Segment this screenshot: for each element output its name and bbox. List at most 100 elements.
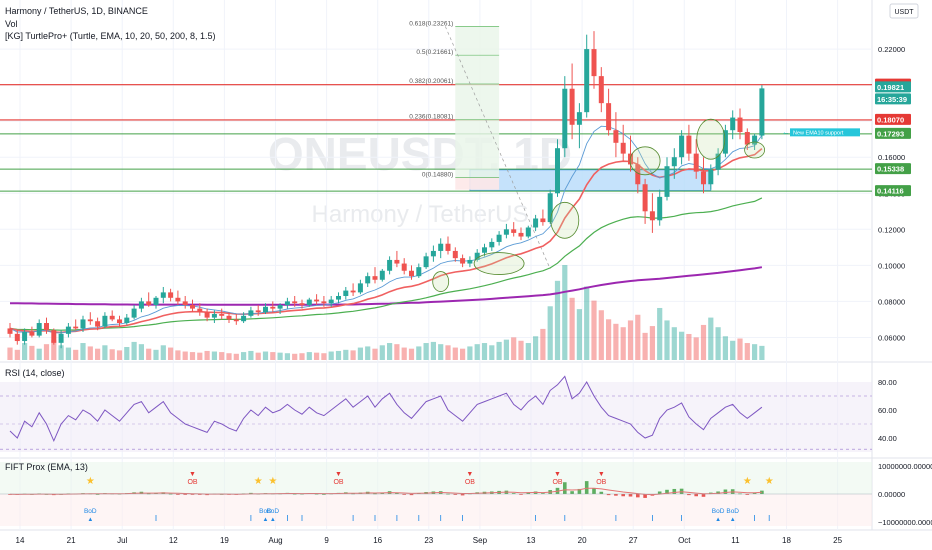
bod-label: BoD (84, 508, 97, 515)
candle-body (671, 157, 677, 167)
candle-body (562, 88, 568, 149)
bod-triangle: ▲ (715, 517, 721, 523)
volume-bar (357, 347, 363, 360)
candle-body (423, 256, 429, 268)
candle-body (299, 303, 305, 305)
volume-bar (43, 344, 50, 360)
fift-bar (621, 494, 625, 497)
volume-bar (270, 352, 276, 360)
fift-bar (657, 491, 662, 494)
fib-upper-zone (455, 26, 500, 178)
fift-bar (584, 481, 589, 494)
candle-body (292, 301, 298, 304)
callout-arrow: ← (782, 127, 790, 136)
x-tick-label: Oct (678, 536, 691, 545)
fift-tick-label: −10000000.00000 (878, 518, 932, 527)
fift-negative-bg (0, 494, 872, 526)
price-pill (875, 185, 911, 197)
rsi-pane (0, 375, 872, 452)
ob-label: OB (333, 479, 343, 486)
rsi-band (0, 382, 872, 452)
volume-bar (533, 336, 539, 360)
candle-body (160, 292, 166, 298)
ob-triangle: ▼ (189, 471, 196, 478)
rsi-tick-label: 40.00 (878, 434, 897, 443)
candle-body (138, 301, 144, 309)
currency-button[interactable] (889, 3, 919, 19)
volume-bar (452, 347, 458, 360)
indicator-legend[interactable]: [KG] TurtlePro+ (Turtle, EMA, 10, 20, 50… (5, 31, 216, 41)
fift-bar (198, 494, 202, 495)
volume-bar (394, 344, 400, 360)
highlight-ellipse (550, 201, 580, 239)
volume-bar (598, 310, 604, 360)
volume-bars (7, 265, 765, 360)
volume-bar (401, 347, 407, 360)
rsi-legend[interactable]: RSI (14, close) (5, 368, 65, 378)
volume-bar (95, 348, 101, 360)
volume-bar (87, 346, 93, 360)
star-marker: ★ (743, 476, 752, 487)
fibonacci-retracement: 0.618(0.23261) 0.5(0.21661) 0.382(0.20061)… (409, 20, 551, 270)
fift-bar (176, 494, 180, 495)
bod-label: BoD (266, 508, 279, 515)
volume-legend[interactable]: Vol (5, 19, 18, 29)
x-tick-label: 18 (782, 536, 791, 545)
rsi-tick-label: 60.00 (878, 406, 897, 415)
candle-body (44, 323, 49, 331)
x-tick-label: 25 (833, 536, 842, 545)
candle-body (701, 171, 706, 185)
bod-triangle: ▲ (87, 517, 93, 523)
candle-body (715, 153, 721, 170)
candle-body (146, 301, 152, 305)
symbol-title[interactable]: Harmony / TetherUS, 1D, BINANCE (5, 6, 148, 16)
highlight-ellipse (696, 118, 726, 160)
fift-legend[interactable]: FIFT Prox (EMA, 13) (5, 462, 88, 472)
candle-body (598, 76, 604, 104)
volume-bar (124, 346, 130, 360)
volume-bar (547, 306, 553, 360)
bod-triangle: ▲ (270, 517, 276, 523)
x-tick-label: 11 (731, 536, 740, 545)
candle-body (708, 169, 714, 185)
candle-body (445, 243, 451, 251)
volume-bar (299, 353, 305, 360)
candle-body (591, 49, 597, 77)
volume-bar (197, 352, 203, 360)
ema50-line (9, 197, 763, 331)
volume-bar (489, 345, 495, 360)
price-pill-label: 16:35:39 (877, 95, 907, 104)
candle-body (664, 166, 670, 197)
rsi-tick-label: 80.00 (878, 378, 897, 387)
volume-bar (708, 317, 714, 360)
candle-body (401, 263, 407, 271)
fib-lower-zone (455, 177, 500, 190)
x-tick-label: 13 (527, 536, 536, 545)
volume-bar (467, 346, 473, 360)
candle-body (95, 321, 101, 327)
volume-bar (226, 353, 232, 360)
candle-body (518, 232, 524, 237)
price-pill (875, 113, 911, 125)
volume-bar (606, 319, 612, 360)
ema200-line (10, 266, 763, 306)
x-tick-label: 27 (629, 536, 638, 545)
candle-body (409, 270, 414, 277)
volume-bar (277, 352, 283, 360)
price-pill-label: 0.18070 (877, 115, 904, 124)
candle-body (22, 332, 28, 342)
volume-bar (284, 353, 290, 360)
candle-body (29, 332, 35, 336)
star-marker: ★ (254, 476, 263, 487)
fib-label: 0.618(0.23261) (409, 20, 453, 27)
candle-body (635, 164, 641, 185)
candle-body (321, 301, 327, 304)
x-tick-label: 16 (373, 536, 382, 545)
volume-bar (730, 340, 736, 360)
fift-signal-line (9, 487, 762, 496)
candle-body (255, 310, 261, 313)
candle-body (372, 276, 378, 280)
fift-bar (577, 488, 582, 494)
